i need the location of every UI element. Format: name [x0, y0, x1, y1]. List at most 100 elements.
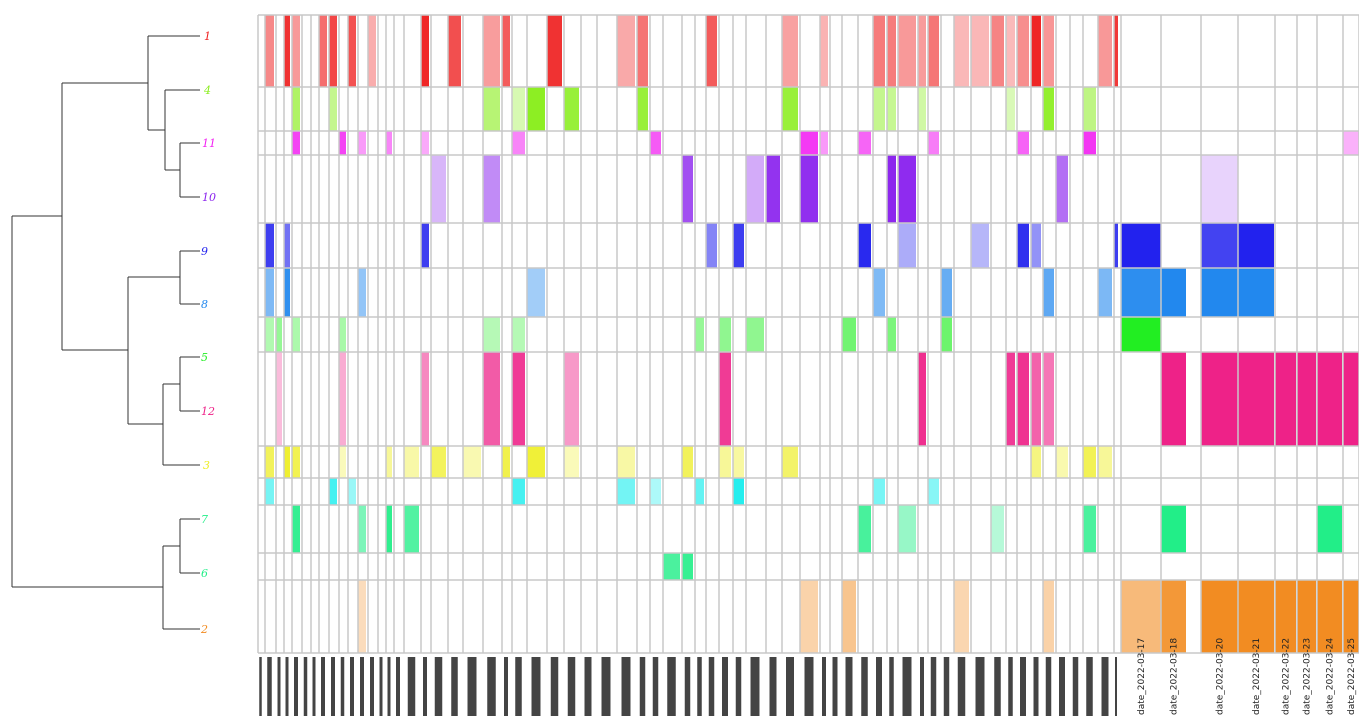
- heatmap-cell: [1114, 15, 1118, 87]
- heatmap-cell: [782, 87, 798, 131]
- row-label: 5: [201, 351, 208, 364]
- heatmap-cell: [527, 87, 545, 131]
- heatmap-cell: [564, 352, 579, 446]
- heatmap-cell: [682, 446, 693, 478]
- heatmap-cell: [265, 15, 274, 87]
- row-label: 9: [201, 245, 208, 258]
- row-label: 3: [203, 459, 210, 472]
- heatmap-cell: [1031, 352, 1041, 446]
- heatmap-cell: [339, 446, 346, 478]
- heatmap-cell: [1201, 155, 1238, 223]
- heatmap-cell: [1238, 352, 1274, 446]
- heatmap-cell: [1161, 505, 1186, 553]
- heatmap-cell: [1114, 223, 1118, 268]
- heatmap-cell: [329, 15, 337, 87]
- column-label: date_2022-03-25: [1347, 638, 1357, 715]
- row-labels: 1 4 11 10 9 8 5 12 3 7 6 2: [200, 30, 216, 636]
- heatmap-cell: [527, 268, 545, 317]
- heatmap-cell: [1043, 268, 1054, 317]
- heatmap-cell: [1121, 317, 1161, 352]
- heatmap-cell: [898, 505, 916, 553]
- row-label: 10: [202, 191, 216, 204]
- heatmap-cell: [800, 155, 818, 223]
- heatmap-cell: [502, 15, 510, 87]
- heatmap-cell: [1275, 352, 1296, 446]
- heatmap-cell: [1343, 131, 1359, 155]
- heatmap-cell: [782, 15, 798, 87]
- heatmap-cell: [1006, 352, 1015, 446]
- heatmap-cell: [617, 15, 635, 87]
- heatmap-cell: [483, 87, 500, 131]
- heatmap-cell: [284, 268, 290, 317]
- heatmap-cell: [1017, 352, 1029, 446]
- heatmap-cell: [1098, 15, 1112, 87]
- heatmap-cell: [682, 155, 693, 223]
- heatmap-cell: [564, 446, 579, 478]
- column-label: date_2022-03-23: [1303, 638, 1313, 715]
- heatmap-cell: [1161, 268, 1186, 317]
- row-label: 4: [203, 84, 211, 97]
- heatmap-cell: [1043, 580, 1054, 653]
- heatmap-cell: [1031, 223, 1041, 268]
- heatmap-cell: [431, 446, 446, 478]
- heatmap-cell: [1317, 505, 1342, 553]
- heatmap-cell: [898, 223, 916, 268]
- column-label: date_2022-03-18: [1170, 638, 1180, 715]
- heatmap-cell: [547, 15, 562, 87]
- heatmap-cell: [1201, 268, 1238, 317]
- heatmap-cell: [650, 478, 661, 505]
- heatmap-cell: [1238, 268, 1274, 317]
- heatmap-cell: [404, 446, 419, 478]
- heatmap-cell: [483, 352, 500, 446]
- heatmap-cell: [941, 317, 952, 352]
- heatmap-cell: [483, 317, 500, 352]
- heatmap-cell: [617, 446, 635, 478]
- heatmap-cell: [1343, 580, 1359, 653]
- heatmap-cell: [358, 268, 366, 317]
- heatmap-cell: [1043, 87, 1054, 131]
- heatmap-cell: [512, 87, 525, 131]
- column-label: date_2022-03-22: [1282, 638, 1292, 715]
- heatmap-grid: [257, 14, 1359, 654]
- row-label: 12: [201, 405, 215, 418]
- heatmap-cell: [682, 553, 693, 580]
- heatmap-cell: [358, 505, 366, 553]
- heatmap-cell: [1017, 223, 1029, 268]
- heatmap-cell: [800, 131, 818, 155]
- heatmap-cell: [1083, 131, 1096, 155]
- heatmap-cell: [941, 268, 952, 317]
- heatmap-cell: [1161, 352, 1186, 446]
- heatmap-cell: [858, 131, 871, 155]
- row-label: 11: [202, 137, 216, 150]
- heatmap-cell: [719, 317, 731, 352]
- heatmap-cell: [358, 131, 366, 155]
- heatmap-cell: [1317, 352, 1342, 446]
- heatmap-cell: [1161, 580, 1186, 653]
- heatmap-cell: [512, 478, 525, 505]
- heatmap-cell: [1238, 580, 1274, 653]
- heatmap-cell: [292, 446, 300, 478]
- heatmap-cell: [386, 131, 392, 155]
- heatmap-cell: [928, 15, 939, 87]
- heatmap-cell: [292, 505, 300, 553]
- heatmap-cell: [971, 15, 989, 87]
- heatmap-cell: [512, 317, 525, 352]
- heatmap-cell: [265, 223, 274, 268]
- heatmap-cell: [1083, 505, 1096, 553]
- heatmap-cell: [276, 352, 282, 446]
- heatmap-cell: [329, 87, 337, 131]
- heatmap-cell: [928, 131, 939, 155]
- row-label: 2: [200, 623, 208, 636]
- heatmap-cell: [292, 317, 300, 352]
- column-label: date_2022-03-24: [1326, 638, 1336, 715]
- heatmap-cell: [265, 478, 274, 505]
- heatmap-cell: [348, 478, 356, 505]
- heatmap-cell: [1275, 580, 1296, 653]
- heatmap-cell: [991, 505, 1004, 553]
- heatmap-cell: [663, 553, 680, 580]
- row-label: 6: [201, 567, 208, 580]
- heatmap-cell: [421, 15, 429, 87]
- heatmap-cell: [887, 155, 896, 223]
- heatmap-cell: [1121, 580, 1161, 653]
- heatmap-cell: [733, 446, 744, 478]
